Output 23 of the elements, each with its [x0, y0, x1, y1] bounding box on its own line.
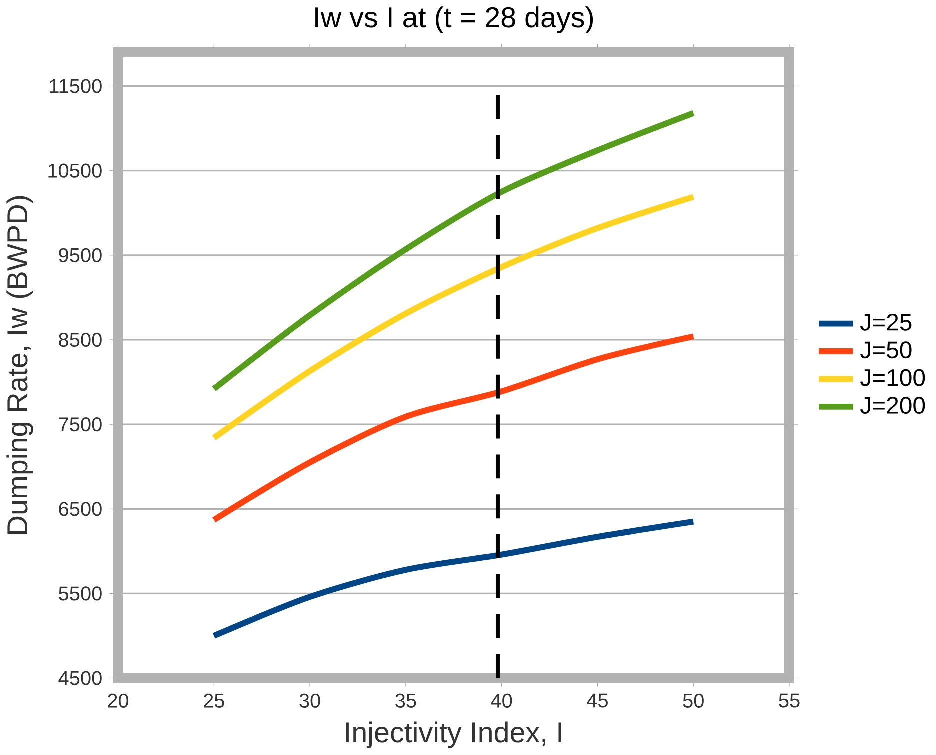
legend-label: J=100 — [860, 369, 926, 386]
legend-label: J=50 — [860, 342, 912, 359]
x-tick-label: 20 — [108, 694, 129, 708]
x-tick-label: 35 — [396, 694, 416, 708]
x-tick-label: 50 — [683, 694, 704, 708]
y-tick-label: 6500 — [59, 502, 102, 516]
x-tick-label: 30 — [300, 694, 320, 708]
y-tick-label: 10500 — [48, 164, 102, 178]
chart-title: Iw vs I at (t = 28 days) — [316, 6, 594, 34]
y-tick-label: 9500 — [59, 248, 102, 262]
y-tick-label: 7500 — [59, 417, 102, 432]
y-tick-label: 4500 — [58, 671, 102, 686]
x-tick-label: 40 — [491, 694, 512, 708]
x-tick-label: 55 — [779, 694, 800, 708]
y-axis-title: Dumping Rate, Iw (BWPD) — [6, 196, 34, 534]
legend-label: J=200 — [860, 397, 926, 414]
x-tick-label: 25 — [204, 694, 224, 708]
y-tick-label: 5500 — [59, 586, 102, 601]
legend-label: J=25 — [860, 314, 912, 331]
y-tick-label: 11500 — [50, 79, 102, 94]
x-axis-title: Injectivity Index, I — [346, 722, 562, 748]
x-tick-label: 45 — [587, 694, 608, 708]
y-tick-label: 8500 — [59, 332, 102, 347]
